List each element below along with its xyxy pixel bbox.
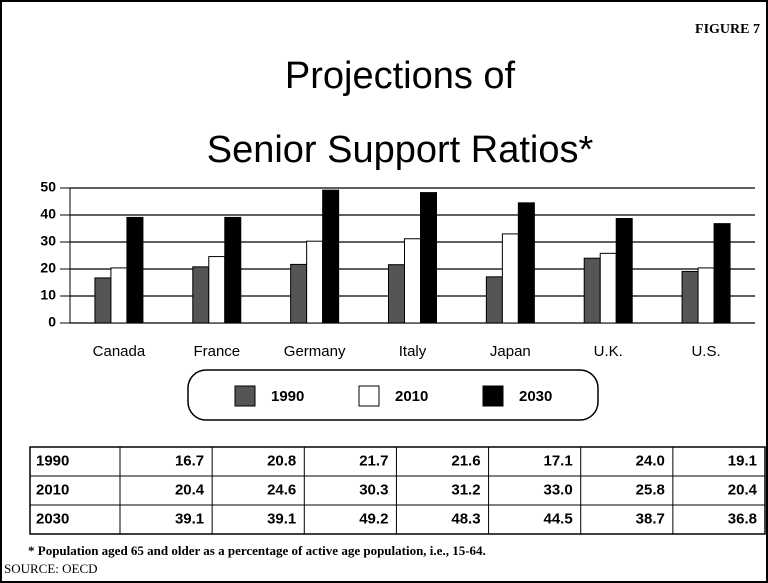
- x-tick-label: Japan: [490, 343, 531, 360]
- table-cell: 49.2: [359, 510, 388, 527]
- table-cell: 19.1: [728, 452, 757, 469]
- table-cell: 21.7: [359, 452, 388, 469]
- legend-label: 2030: [519, 388, 552, 405]
- figure-label: FIGURE 7: [695, 22, 760, 37]
- bar: [306, 240, 324, 324]
- legend-box: [187, 369, 599, 421]
- x-tick-label: U.K.: [594, 343, 623, 360]
- table-cell: 25.8: [636, 481, 665, 498]
- table-cell: 38.7: [636, 510, 665, 527]
- y-tick-label: 20: [40, 260, 56, 276]
- table-cell: 48.3: [451, 510, 480, 527]
- table-border: [29, 446, 766, 535]
- legend-label: 2010: [395, 388, 428, 405]
- bar: [485, 276, 503, 324]
- y-tick-label: 40: [40, 206, 56, 222]
- bar: [208, 256, 226, 324]
- x-tick-label: Italy: [399, 343, 427, 360]
- y-tick-label: 0: [48, 314, 56, 330]
- x-tick-label: Germany: [284, 343, 346, 360]
- bar: [583, 257, 601, 324]
- x-tick-label: Canada: [93, 343, 146, 360]
- table-cell: 44.5: [544, 510, 573, 527]
- bar: [681, 270, 699, 324]
- x-tick-label: U.S.: [691, 343, 720, 360]
- bar: [290, 263, 308, 324]
- bar: [322, 189, 340, 324]
- y-tick-label: 30: [40, 233, 56, 249]
- legend-swatch: [358, 385, 380, 407]
- bar: [404, 238, 421, 324]
- bar: [713, 223, 731, 324]
- table-cell: 36.8: [728, 510, 757, 527]
- y-tick-label: 10: [40, 287, 56, 303]
- bar: [420, 192, 437, 324]
- table-cell: 30.3: [359, 481, 388, 498]
- legend-swatch: [482, 385, 504, 407]
- bar: [224, 216, 242, 324]
- table-cell: 31.2: [451, 481, 480, 498]
- table-cell: 24.0: [636, 452, 665, 469]
- bar: [126, 216, 144, 324]
- bar: [517, 202, 535, 324]
- source: SOURCE: OECD: [4, 561, 98, 576]
- table-cell: 39.1: [175, 510, 204, 527]
- bar: [94, 277, 112, 324]
- x-tick-label: France: [193, 343, 240, 360]
- legend-swatch: [234, 385, 256, 407]
- table-cell: 24.6: [267, 481, 296, 498]
- y-tick-label: 50: [40, 179, 56, 195]
- legend-label: 1990: [271, 388, 304, 405]
- table-cell: 33.0: [544, 481, 573, 498]
- table-row-label: 2030: [36, 510, 69, 527]
- table-row-label: 2010: [36, 481, 69, 498]
- table-cell: 39.1: [267, 510, 296, 527]
- bar: [110, 267, 128, 324]
- table-cell: 21.6: [451, 452, 480, 469]
- bar: [599, 252, 617, 324]
- bar: [615, 218, 633, 324]
- chart-title: Projections of: [285, 55, 516, 97]
- bar: [388, 264, 405, 324]
- table-cell: 20.8: [267, 452, 296, 469]
- chart-title: Senior Support Ratios*: [207, 129, 594, 171]
- bar: [501, 233, 519, 324]
- bar: [192, 266, 210, 324]
- bar: [697, 267, 715, 324]
- table-cell: 16.7: [175, 452, 204, 469]
- table-cell: 17.1: [544, 452, 573, 469]
- table-cell: 20.4: [728, 481, 758, 498]
- table-row-label: 1990: [36, 452, 69, 469]
- table-cell: 20.4: [175, 481, 205, 498]
- footnote: * Population aged 65 and older as a perc…: [28, 543, 486, 558]
